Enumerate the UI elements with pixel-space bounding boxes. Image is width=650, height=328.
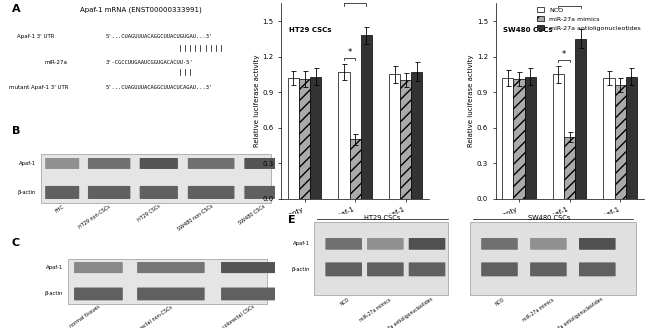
FancyBboxPatch shape <box>326 262 362 276</box>
Bar <box>614 85 626 199</box>
FancyBboxPatch shape <box>188 158 235 169</box>
Bar <box>299 79 310 199</box>
Text: *: * <box>348 48 352 56</box>
Text: miR-27a antioligonucleotides: miR-27a antioligonucleotides <box>546 297 604 328</box>
FancyBboxPatch shape <box>579 238 616 250</box>
Text: SW480 CSCs: SW480 CSCs <box>503 27 552 33</box>
FancyBboxPatch shape <box>140 186 178 199</box>
Text: *: * <box>567 0 572 5</box>
FancyBboxPatch shape <box>140 158 178 169</box>
FancyBboxPatch shape <box>481 262 518 276</box>
FancyBboxPatch shape <box>188 186 235 199</box>
Bar <box>68 259 267 304</box>
FancyBboxPatch shape <box>367 262 404 276</box>
Text: SW480 CSCs: SW480 CSCs <box>528 215 571 221</box>
Text: miR-27a antioligonucleotides: miR-27a antioligonucleotides <box>376 297 434 328</box>
Bar <box>42 154 271 203</box>
Y-axis label: Relative luciferase activity: Relative luciferase activity <box>468 55 474 147</box>
Text: *: * <box>562 50 566 59</box>
FancyBboxPatch shape <box>481 238 518 250</box>
Text: β-actin: β-actin <box>18 190 36 195</box>
Text: 3'-CGCCUUGAAUCGGUGACACUU-5': 3'-CGCCUUGAAUCGGUGACACUU-5' <box>106 60 194 65</box>
Bar <box>361 35 372 199</box>
Bar <box>626 77 637 199</box>
Legend: NCO, miR-27a mimics, miR-27a antioligonucleotides: NCO, miR-27a mimics, miR-27a antioligonu… <box>534 5 644 33</box>
Text: miR-27a mimics: miR-27a mimics <box>521 297 554 322</box>
Text: miR-27a mimics: miR-27a mimics <box>358 297 392 322</box>
FancyBboxPatch shape <box>409 238 445 250</box>
FancyBboxPatch shape <box>530 238 567 250</box>
FancyBboxPatch shape <box>409 262 445 276</box>
FancyBboxPatch shape <box>367 238 404 250</box>
Text: SW480 CSCs: SW480 CSCs <box>238 204 266 226</box>
FancyBboxPatch shape <box>74 288 123 300</box>
Bar <box>310 77 321 199</box>
Text: normal tissues: normal tissues <box>69 304 101 328</box>
FancyBboxPatch shape <box>221 288 285 300</box>
FancyBboxPatch shape <box>88 158 131 169</box>
Text: Apaf-1 3' UTR: Apaf-1 3' UTR <box>18 34 55 39</box>
Text: Apaf-1: Apaf-1 <box>293 241 310 246</box>
Bar <box>411 72 422 199</box>
Bar <box>525 77 536 199</box>
Text: Apaf-1: Apaf-1 <box>46 265 63 270</box>
Text: HT29 CSCs: HT29 CSCs <box>365 215 401 221</box>
Bar <box>514 79 525 199</box>
Bar <box>553 74 564 199</box>
FancyBboxPatch shape <box>45 186 79 199</box>
Text: NCO: NCO <box>495 297 506 307</box>
FancyBboxPatch shape <box>221 262 285 273</box>
Text: miR-27a: miR-27a <box>44 60 67 65</box>
FancyBboxPatch shape <box>326 238 362 250</box>
Bar <box>389 74 400 199</box>
Text: β-actin: β-actin <box>292 267 310 272</box>
Text: Apaf-1 mRNA (ENST00000333991): Apaf-1 mRNA (ENST00000333991) <box>80 7 202 13</box>
Text: B: B <box>12 126 20 136</box>
Text: colorectal CSCs: colorectal CSCs <box>222 304 255 328</box>
Bar <box>564 137 575 199</box>
Text: 5'...CUAGUUUACAGGCUUACUCAGAU...3': 5'...CUAGUUUACAGGCUUACUCAGAU...3' <box>106 85 213 90</box>
Text: NCO: NCO <box>339 297 350 307</box>
FancyBboxPatch shape <box>45 158 79 169</box>
Bar <box>314 222 448 295</box>
Text: 5'...CUAGUUUACAGGCUUACUGUGAU...3': 5'...CUAGUUUACAGGCUUACUGUGAU...3' <box>106 34 213 39</box>
FancyBboxPatch shape <box>530 262 567 276</box>
FancyBboxPatch shape <box>137 262 205 273</box>
Bar <box>339 72 350 199</box>
Text: HT29 CSCs: HT29 CSCs <box>289 27 331 33</box>
Bar <box>502 78 514 199</box>
Bar <box>469 222 636 295</box>
Text: Apaf-1: Apaf-1 <box>19 161 36 166</box>
Text: A: A <box>12 4 21 14</box>
Bar <box>350 139 361 199</box>
Text: C: C <box>12 238 20 248</box>
Bar <box>400 80 411 199</box>
Text: mutant Apaf-1 3' UTR: mutant Apaf-1 3' UTR <box>9 85 69 90</box>
Text: E: E <box>289 215 296 225</box>
FancyBboxPatch shape <box>244 158 283 169</box>
Text: SW480 non-CSCs: SW480 non-CSCs <box>176 204 214 232</box>
Y-axis label: Relative luciferase activity: Relative luciferase activity <box>254 55 259 147</box>
Text: *: * <box>353 0 358 2</box>
FancyBboxPatch shape <box>137 288 205 300</box>
FancyBboxPatch shape <box>74 262 123 273</box>
FancyBboxPatch shape <box>244 186 283 199</box>
Bar <box>575 39 586 199</box>
Bar <box>603 78 614 199</box>
Text: HT29 CSCs: HT29 CSCs <box>136 204 161 223</box>
FancyBboxPatch shape <box>579 262 616 276</box>
Text: β-actin: β-actin <box>44 292 63 297</box>
FancyBboxPatch shape <box>88 186 131 199</box>
Bar <box>288 78 299 199</box>
Text: HT29 non-CSCs: HT29 non-CSCs <box>78 204 112 230</box>
Text: FHC: FHC <box>54 204 65 214</box>
Text: colorectal non-CSCs: colorectal non-CSCs <box>131 304 174 328</box>
